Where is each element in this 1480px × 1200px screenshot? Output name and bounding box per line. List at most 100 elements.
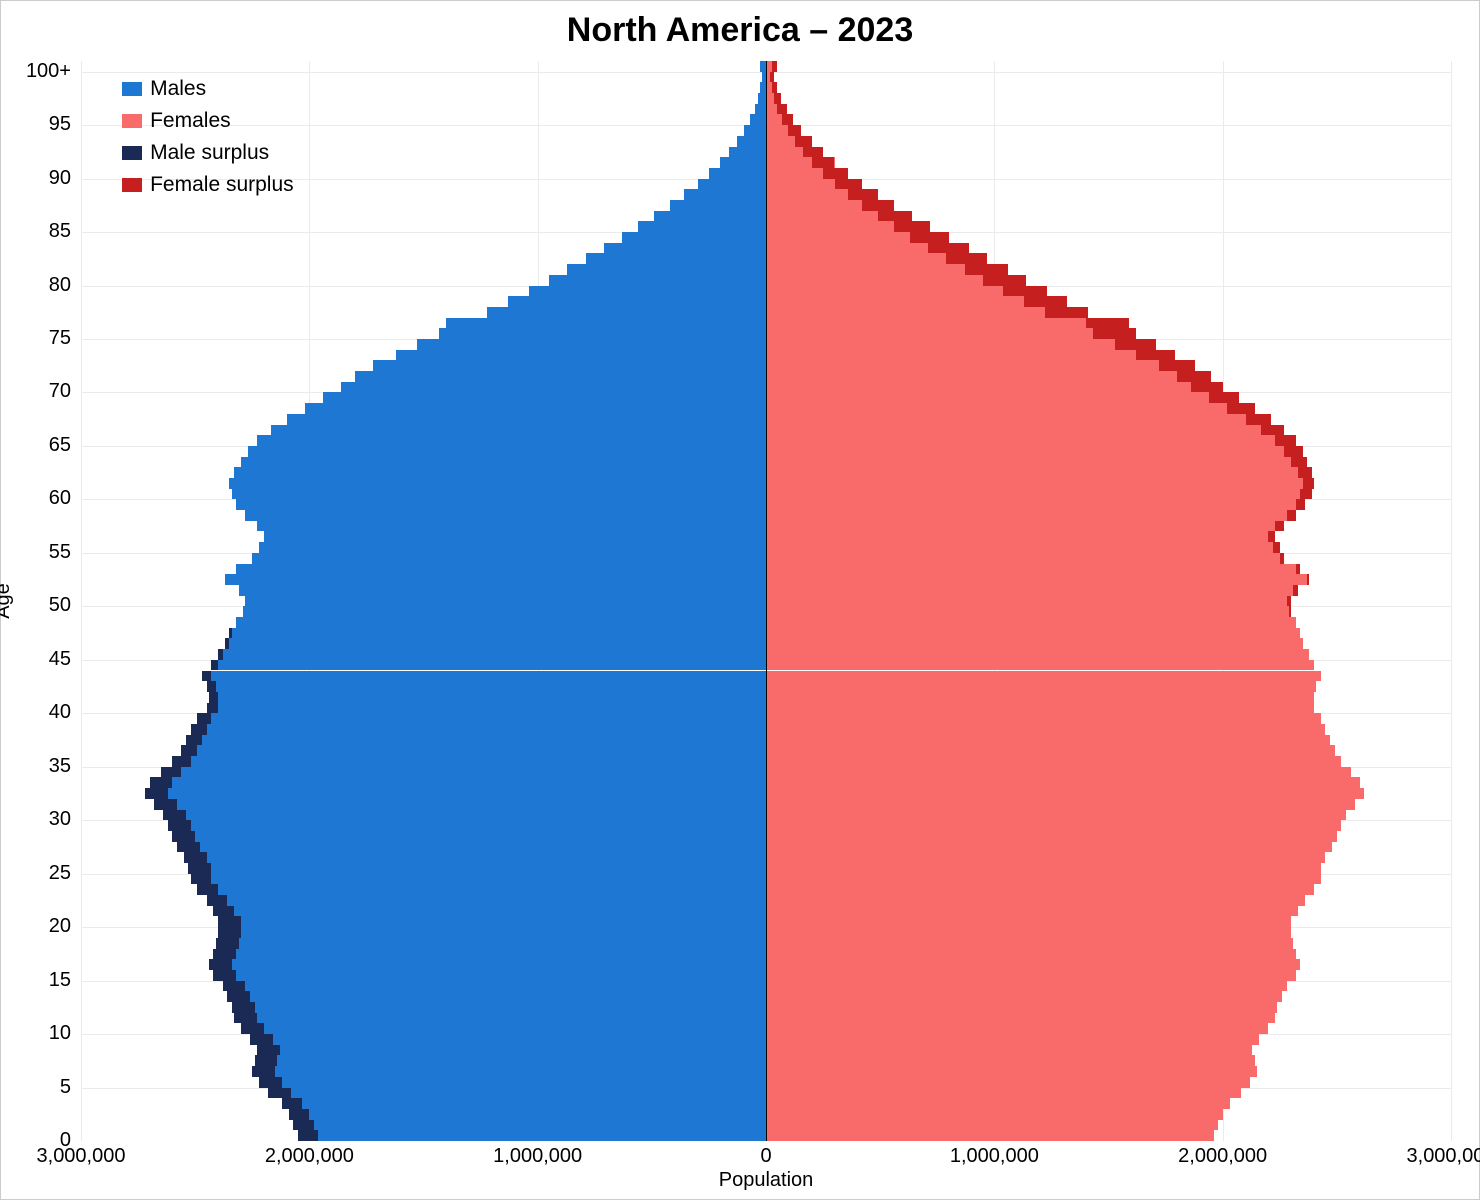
bar-male-surplus — [207, 681, 216, 692]
bar-male — [604, 243, 766, 254]
bar-male — [245, 510, 766, 521]
bar-female — [766, 991, 1282, 1002]
bar-male — [750, 114, 766, 125]
bar-female-surplus — [777, 104, 786, 115]
bar-male-surplus — [150, 777, 173, 788]
bar-male-surplus — [218, 649, 223, 660]
bar-female-surplus — [795, 136, 812, 147]
bar-female — [766, 521, 1284, 532]
bar-female-surplus — [1024, 296, 1067, 307]
bar-female — [766, 1013, 1275, 1024]
bar-female — [766, 777, 1360, 788]
bar-male-surplus — [232, 1002, 255, 1013]
bar-female-surplus — [1300, 489, 1311, 500]
bar-female — [766, 745, 1335, 756]
bar-female — [766, 1002, 1277, 1013]
bar-male — [446, 318, 766, 329]
bar-male-surplus — [298, 1130, 319, 1141]
bar-female — [766, 1055, 1255, 1066]
bar-male — [239, 585, 766, 596]
bar-male-surplus — [223, 981, 246, 992]
bar-male — [191, 874, 766, 885]
bar-male-surplus — [268, 1088, 291, 1099]
bar-male — [209, 959, 766, 970]
bar-male-surplus — [145, 788, 168, 799]
bar-male-surplus — [259, 1077, 282, 1088]
bar-female — [766, 713, 1321, 724]
legend-swatch — [122, 114, 142, 128]
bar-male-surplus — [186, 735, 202, 746]
bar-male — [211, 660, 766, 671]
bar-male-surplus — [225, 638, 230, 649]
bar-male — [168, 820, 766, 831]
bar-male-surplus — [250, 1034, 273, 1045]
bar-male-surplus — [293, 1120, 314, 1131]
bar-male — [654, 211, 766, 222]
bar-female — [766, 799, 1355, 810]
bar-male — [172, 831, 766, 842]
x-tick-label: 0 — [760, 1145, 771, 1168]
bar-male — [252, 553, 766, 564]
bar-male — [243, 606, 766, 617]
bar-male — [323, 392, 766, 403]
bar-male — [755, 104, 766, 115]
bar-female — [766, 489, 1312, 500]
bar-female — [766, 307, 1088, 318]
bar-male — [744, 125, 766, 136]
bar-female — [766, 660, 1314, 671]
x-tick-label: 2,000,000 — [1178, 1145, 1267, 1168]
bar-male — [698, 179, 767, 190]
y-axis-title: Age — [0, 583, 15, 619]
bar-male — [213, 949, 766, 960]
bar-female — [766, 927, 1291, 938]
bar-female — [766, 360, 1195, 371]
bar-male — [234, 467, 766, 478]
bar-female-surplus — [803, 147, 824, 158]
bar-male — [218, 927, 766, 938]
bar-male — [268, 1088, 766, 1099]
bar-male — [245, 596, 766, 607]
bar-male — [145, 788, 766, 799]
bar-male — [508, 296, 766, 307]
bar-male — [373, 360, 766, 371]
bar-male — [197, 884, 766, 895]
bar-male — [216, 938, 766, 949]
bar-male-surplus — [161, 767, 182, 778]
bar-male — [439, 328, 766, 339]
bar-male — [207, 895, 766, 906]
bar-male — [213, 970, 766, 981]
bar-female-surplus — [1287, 596, 1292, 607]
bar-female — [766, 767, 1351, 778]
bar-female — [766, 1098, 1230, 1109]
bar-male — [250, 1034, 766, 1045]
bar-male-surplus — [197, 884, 218, 895]
bar-male — [758, 93, 766, 104]
bar-male — [225, 574, 766, 585]
bar-male — [567, 264, 766, 275]
legend: MalesFemalesMale surplusFemale surplus — [122, 77, 294, 205]
bar-male-surplus — [154, 799, 177, 810]
bar-female-surplus — [1261, 425, 1284, 436]
legend-item: Male surplus — [122, 141, 294, 165]
x-tick-label: 1,000,000 — [950, 1145, 1039, 1168]
bar-male-surplus — [209, 959, 232, 970]
bar-female-surplus — [1296, 564, 1301, 575]
bar-male-surplus — [234, 1013, 257, 1024]
legend-label: Males — [150, 77, 206, 101]
legend-label: Male surplus — [150, 141, 269, 165]
bar-female — [766, 916, 1291, 927]
bar-female-surplus — [1298, 467, 1312, 478]
bar-male-surplus — [184, 852, 207, 863]
bar-female — [766, 574, 1309, 585]
bar-female-surplus — [928, 243, 969, 254]
gridline-vertical — [1451, 61, 1452, 1141]
bar-female-surplus — [1191, 382, 1223, 393]
bar-male — [684, 189, 766, 200]
bar-female — [766, 339, 1156, 350]
bar-female — [766, 510, 1296, 521]
bar-female — [766, 1077, 1250, 1088]
bar-male — [257, 521, 766, 532]
bar-male-surplus — [218, 916, 241, 927]
bar-male — [709, 168, 766, 179]
bar-male — [549, 275, 766, 286]
